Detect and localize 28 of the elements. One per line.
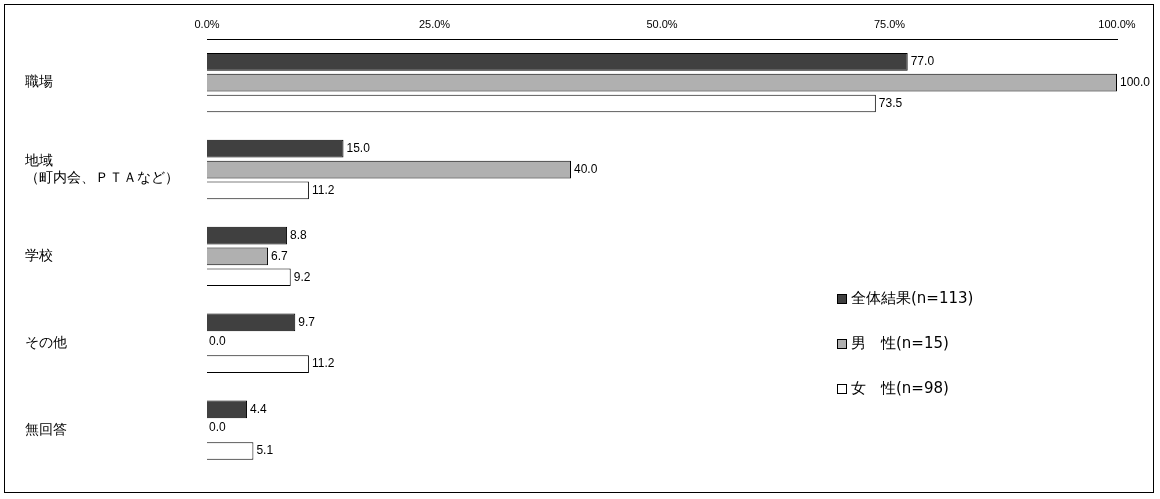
x-tick-label: 50.0% <box>646 17 678 30</box>
text: 女 性(n=98) <box>851 378 949 398</box>
x-tick-label: 0.0% <box>194 17 220 30</box>
data-label: 100.0 <box>1120 74 1151 89</box>
legend-label: 男 性(n=15) <box>851 333 949 353</box>
data-label: 8.8 <box>290 227 308 242</box>
data-label: 0.0 <box>209 333 227 348</box>
x-tick-label: 25.0% <box>418 17 451 30</box>
legend-label: 全体結果(n=113) <box>851 288 974 308</box>
y-tick-label: 職場 <box>25 73 53 90</box>
data-label: 9.7 <box>298 314 316 329</box>
data-label: 0.0 <box>209 420 227 435</box>
x-tick-label: 100.0% <box>1098 17 1136 30</box>
data-label: 11.2 <box>311 356 335 371</box>
y-tick-label: 無回答 <box>25 420 67 437</box>
y-tick-label: その他 <box>25 333 67 350</box>
data-label: 6.7 <box>270 248 288 263</box>
y-tick-label: 地域（町内会、ＰＴＡなど） <box>24 151 179 185</box>
data-label: 40.0 <box>574 161 598 176</box>
data-label: 4.4 <box>250 401 268 416</box>
x-tick-label: 75.0% <box>873 17 906 30</box>
y-tick-label: 学校 <box>25 247 53 264</box>
data-label: 73.5 <box>878 95 903 110</box>
data-label: 5.1 <box>256 443 274 458</box>
data-label: 15.0 <box>346 140 371 155</box>
data-label: 77.0 <box>910 54 935 69</box>
data-label: 11.2 <box>311 182 335 197</box>
data-label: 9.2 <box>293 269 311 284</box>
